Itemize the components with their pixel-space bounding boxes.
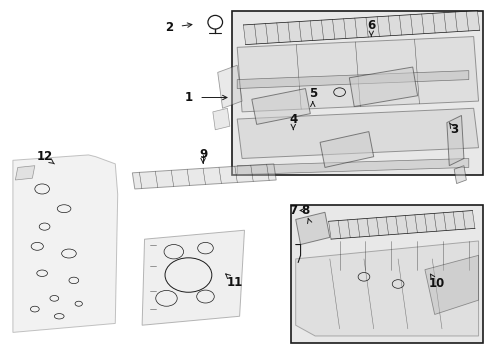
Polygon shape: [295, 212, 329, 244]
Polygon shape: [446, 116, 463, 166]
Polygon shape: [237, 71, 468, 89]
Text: 11: 11: [226, 276, 243, 289]
Bar: [290, 205, 483, 343]
Polygon shape: [348, 67, 417, 107]
Text: 5: 5: [308, 87, 316, 100]
Text: 10: 10: [428, 278, 444, 291]
Polygon shape: [15, 166, 35, 180]
Text: 6: 6: [366, 19, 375, 32]
Polygon shape: [237, 158, 468, 175]
Polygon shape: [424, 255, 478, 315]
Text: 12: 12: [37, 150, 53, 163]
Polygon shape: [142, 230, 244, 325]
Polygon shape: [217, 65, 242, 108]
Polygon shape: [13, 155, 118, 332]
Text: 3: 3: [449, 123, 457, 136]
Polygon shape: [243, 10, 479, 45]
Text: 4: 4: [288, 113, 297, 126]
Bar: [232, 12, 483, 175]
Polygon shape: [237, 108, 478, 158]
Text: 2: 2: [164, 21, 173, 34]
Polygon shape: [237, 37, 478, 112]
Polygon shape: [295, 241, 478, 336]
Text: 1: 1: [184, 91, 192, 104]
Text: 7: 7: [288, 204, 297, 217]
Polygon shape: [251, 89, 310, 125]
Polygon shape: [320, 132, 373, 167]
Text: 8: 8: [301, 204, 309, 217]
Text: 9: 9: [199, 148, 207, 161]
Polygon shape: [453, 166, 466, 184]
Polygon shape: [132, 164, 276, 189]
Polygon shape: [212, 108, 229, 130]
Polygon shape: [328, 211, 474, 239]
